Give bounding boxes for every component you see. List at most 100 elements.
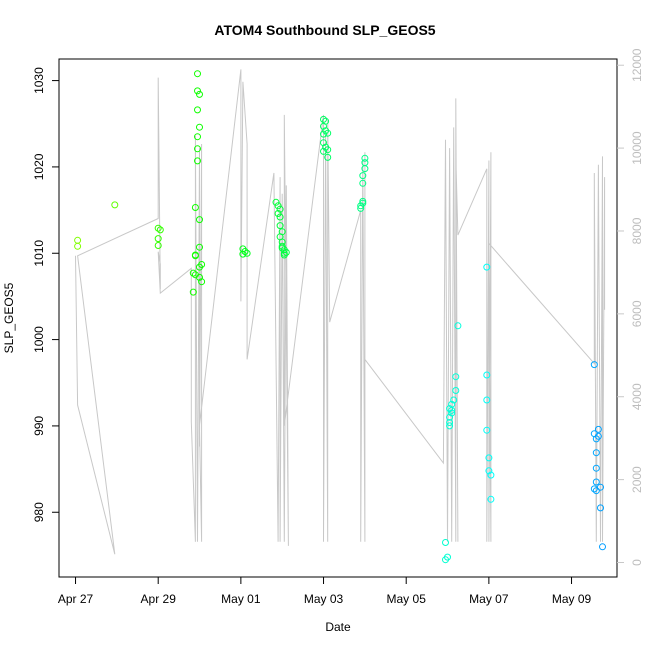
data-point (196, 90, 203, 98)
data-point (442, 539, 449, 546)
data-point (483, 396, 491, 404)
data-point (446, 422, 454, 430)
data-point (320, 139, 327, 147)
y-tick-label: 990 (32, 416, 46, 436)
data-point (196, 216, 203, 224)
data-point (487, 495, 495, 503)
data-point (361, 154, 369, 162)
data-point (483, 263, 491, 271)
y-tick-label: 980 (32, 502, 46, 522)
data-point (361, 159, 369, 167)
data-point (194, 133, 201, 141)
line-series (75, 69, 606, 555)
y-axis-label: SLP_GEOS5 (2, 282, 16, 353)
x-tick-label: May 01 (221, 592, 261, 606)
chart-title: ATOM4 Southbound SLP_GEOS5 (214, 22, 435, 38)
data-point (452, 387, 460, 394)
y2-tick-label: 12000 (630, 48, 644, 82)
data-point (359, 197, 367, 205)
data-point (592, 487, 600, 495)
data-point (483, 426, 491, 434)
data-point (599, 543, 606, 551)
data-point (194, 106, 201, 114)
y-tick-label: 1030 (32, 67, 46, 94)
x-tick-label: May 09 (552, 592, 592, 606)
data-point (448, 409, 456, 417)
data-point (156, 226, 164, 234)
data-point (194, 145, 201, 153)
x-tick-label: May 03 (304, 592, 344, 606)
y-tick-label: 1020 (32, 153, 46, 180)
y2-tick-label: 8000 (630, 217, 644, 244)
data-point (194, 87, 201, 95)
data-point (485, 467, 493, 475)
data-point (191, 252, 199, 260)
x-axis: Apr 27 Apr 29 May 01 May 03 May 05 May 07 May … (58, 576, 592, 606)
data-point (198, 278, 206, 286)
data-point (280, 249, 288, 257)
points-layer (74, 70, 606, 564)
data-point (196, 263, 203, 271)
data-point (597, 504, 604, 512)
data-point (154, 242, 162, 249)
data-point (590, 361, 598, 369)
data-point (320, 122, 327, 130)
plot-frame (58, 58, 618, 578)
data-point (590, 485, 598, 493)
data-point (274, 202, 282, 210)
data-point (189, 269, 197, 277)
y2-tick-label: 6000 (630, 300, 644, 327)
x-axis-label: Date (325, 620, 351, 634)
data-point (189, 288, 197, 296)
data-point (592, 478, 600, 486)
data-point (446, 419, 454, 426)
data-point (324, 129, 332, 137)
data-point (594, 425, 602, 433)
data-point (592, 449, 600, 457)
data-point (276, 205, 284, 213)
y2-tick-label: 4000 (630, 383, 644, 410)
data-point (274, 210, 282, 217)
data-point (597, 483, 604, 491)
data-point (194, 157, 201, 165)
data-point (487, 471, 495, 479)
data-point (448, 406, 456, 414)
y2-tick-label: 10000 (630, 131, 644, 165)
data-point (320, 115, 327, 123)
data-point (74, 242, 82, 250)
data-point (359, 179, 367, 187)
x-tick-label: Apr 27 (58, 592, 94, 606)
data-point (272, 198, 280, 206)
y-axis-left: 980 990 1000 1010 1020 1030 (32, 67, 59, 522)
y2-tick-label: 0 (630, 559, 644, 566)
data-point (483, 371, 491, 379)
data-point (359, 172, 367, 180)
data-point (191, 271, 199, 279)
data-point (450, 396, 458, 404)
data-point (154, 224, 162, 232)
data-point (154, 235, 162, 243)
data-point (446, 405, 454, 413)
data-point (442, 556, 449, 564)
data-point (239, 250, 247, 258)
data-point (196, 243, 203, 251)
data-point (454, 322, 462, 330)
data-point (485, 454, 493, 462)
data-point (194, 70, 201, 78)
data-point (191, 204, 199, 211)
data-point (74, 236, 82, 244)
data-point (320, 130, 327, 138)
data-point (111, 201, 119, 209)
y-axis-right: 0 2000 4000 6000 8000 10000 12000 (617, 48, 644, 566)
data-point (594, 432, 602, 440)
y-tick-label: 1010 (32, 240, 46, 267)
x-tick-label: May 05 (387, 592, 427, 606)
data-point (324, 146, 332, 154)
y2-tick-label: 2000 (630, 466, 644, 493)
x-tick-label: May 07 (469, 592, 509, 606)
x-tick-label: Apr 29 (141, 592, 177, 606)
data-point (592, 464, 600, 472)
y-tick-label: 1000 (32, 326, 46, 353)
data-point (324, 153, 332, 161)
data-point (243, 249, 251, 257)
